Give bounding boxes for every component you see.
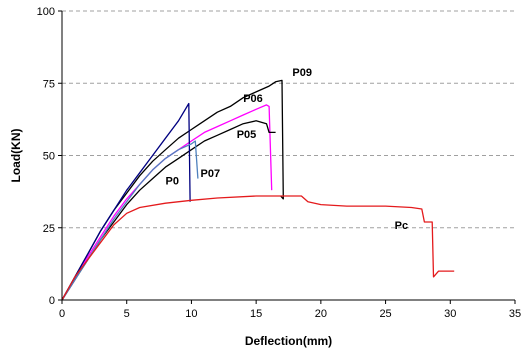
series-line-p07 <box>61 140 199 301</box>
gridlines <box>62 10 515 229</box>
axes <box>58 10 516 304</box>
x-tick-label-30: 30 <box>444 308 456 320</box>
series-line-p05 <box>61 120 276 301</box>
y-tick-label-0: 0 <box>49 295 55 307</box>
x-tick-label-15: 15 <box>250 308 262 320</box>
y-axis-label: Load(KN) <box>9 129 23 183</box>
y-tick-labels: 0 25 50 75 100 <box>37 6 55 307</box>
x-tick-label-5: 5 <box>124 308 130 320</box>
series-labels: P09 P06 P05 P0 P07 Pc <box>166 67 409 232</box>
series-label-p06: P06 <box>243 93 263 105</box>
y-tick-label-50: 50 <box>43 151 55 163</box>
series-label-p0: P0 <box>166 175 179 187</box>
series-label-p09: P09 <box>292 67 312 79</box>
series-line-pc <box>61 195 455 301</box>
x-tick-labels: 0 5 10 15 20 25 30 35 <box>59 308 521 320</box>
x-tick-label-10: 10 <box>185 308 197 320</box>
y-tick-label-100: 100 <box>37 6 55 18</box>
x-axis-label: Deflection(mm) <box>245 334 332 348</box>
series-lines <box>61 79 455 301</box>
y-tick-label-75: 75 <box>43 78 55 90</box>
x-tick-label-25: 25 <box>379 308 391 320</box>
series-label-p05: P05 <box>237 129 257 141</box>
y-tick-label-25: 25 <box>43 223 55 235</box>
series-label-pc: Pc <box>395 220 408 232</box>
x-tick-label-35: 35 <box>509 308 521 320</box>
series-line-p0 <box>61 102 191 301</box>
x-tick-label-20: 20 <box>315 308 327 320</box>
series-line-p09 <box>61 79 284 301</box>
series-label-p07: P07 <box>200 168 220 180</box>
x-tick-label-0: 0 <box>59 308 65 320</box>
